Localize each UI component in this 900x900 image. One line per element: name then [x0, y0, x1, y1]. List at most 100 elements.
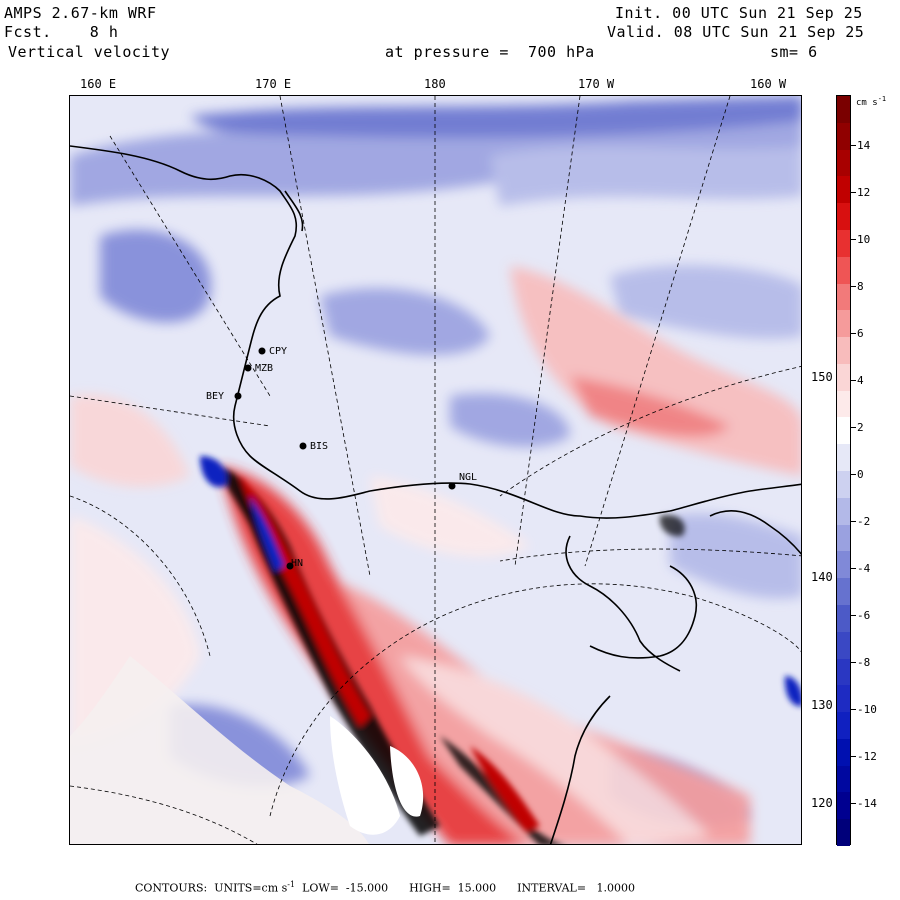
map-panel: CPY MZB BEY BIS NGL HN	[69, 95, 802, 845]
station-marker-ngl	[448, 482, 456, 490]
smoothing-value: sm= 6	[770, 43, 818, 61]
colorbar-tick-mark	[851, 192, 856, 193]
colorbar-tick-mark	[851, 709, 856, 710]
colorbar-band	[837, 203, 850, 231]
colorbar-unit-exp: -1	[877, 95, 887, 103]
station-marker-cpy	[258, 347, 266, 355]
colorbar-tick-label: -8	[857, 656, 871, 669]
colorbar-tick-label: 14	[857, 139, 871, 152]
colorbar-tick-mark	[851, 568, 856, 569]
lon-label-170e: 170 E	[255, 77, 292, 91]
colorbar-tick-label: -14	[857, 797, 877, 810]
colorbar-unit-text: cm s	[856, 98, 878, 108]
colorbar-band	[837, 256, 850, 284]
pressure-level: at pressure = 700 hPa	[385, 43, 595, 61]
colorbar-tick-label: -2	[857, 515, 871, 528]
colorbar-tick-label: 0	[857, 468, 864, 481]
station-marker-bey	[234, 392, 242, 400]
colorbar-tick-mark	[851, 145, 856, 146]
colorbar-band	[837, 390, 850, 418]
colorbar-tick-label: -4	[857, 562, 871, 575]
lon-label-180: 180	[424, 77, 446, 91]
colorbar-tick-mark	[851, 615, 856, 616]
colorbar-tick-mark	[851, 756, 856, 757]
graticule	[70, 96, 801, 844]
valid-time: Valid. 08 UTC Sun 21 Sep 25	[607, 23, 865, 41]
forecast-label: Fcst. 8 h	[4, 23, 118, 41]
stations: CPY MZB BEY BIS NGL HN	[206, 346, 477, 570]
station-bis: BIS	[310, 441, 328, 452]
forecast-label-text: Fcst.	[4, 23, 52, 41]
forecast-hour: 8 h	[89, 23, 119, 41]
colorbar-band	[837, 578, 850, 606]
lon-label-170w: 170 W	[578, 77, 615, 91]
station-ngl: NGL	[459, 472, 477, 483]
colorbar-band	[837, 122, 850, 151]
mountain-cores	[200, 456, 801, 844]
colorbar-band	[837, 283, 850, 311]
colorbar-unit: cm s-1	[856, 95, 886, 108]
field-name: Vertical velocity	[8, 43, 171, 61]
colorbar-tick-mark	[851, 239, 856, 240]
colorbar-tick-mark	[851, 521, 856, 522]
colorbar-band	[837, 792, 850, 820]
map-canvas: CPY MZB BEY BIS NGL HN	[70, 96, 801, 844]
colorbar-band	[837, 685, 850, 713]
colorbar-tick-label: 6	[857, 327, 864, 340]
contour-info: CONTOURS: UNITS=cm s-1 LOW= -15.000 HIGH…	[135, 880, 635, 895]
colorbar-band	[837, 524, 850, 552]
colorbar-tick-mark	[851, 803, 856, 804]
colorbar-band	[837, 819, 850, 847]
colorbar-band	[837, 738, 850, 767]
colorbar-band	[837, 229, 850, 258]
terrain-masked	[70, 656, 424, 844]
colorbar-tick-mark	[851, 286, 856, 287]
station-mzb: MZB	[255, 363, 273, 374]
units-label: UNITS=cm s	[214, 881, 288, 895]
colorbar-tick-label: -12	[857, 750, 877, 763]
colorbar-tick-label: 2	[857, 421, 864, 434]
colorbar-tick-mark	[851, 380, 856, 381]
colorbar-band	[837, 337, 850, 365]
station-hn: HN	[291, 558, 303, 569]
contours-label: CONTOURS:	[135, 881, 208, 895]
high-value: HIGH= 15.000	[409, 881, 497, 895]
station-bey: BEY	[206, 391, 224, 402]
colorbar-tick-mark	[851, 474, 856, 475]
units-exp: -1	[287, 880, 296, 889]
colorbar-band	[837, 176, 850, 204]
interval-value: INTERVAL= 1.0000	[517, 881, 636, 895]
colorbar-tick-label: -10	[857, 703, 877, 716]
colorbar-tick-label: 4	[857, 374, 864, 387]
colorbar-band	[837, 471, 850, 499]
low-value: LOW= -15.000	[302, 881, 389, 895]
negative-bands	[70, 96, 801, 827]
lon-label-160e: 160 E	[80, 77, 117, 91]
colorbar-band	[837, 712, 850, 740]
colorbar-tick-label: 12	[857, 186, 871, 199]
init-time: Init. 00 UTC Sun 21 Sep 25	[615, 4, 863, 22]
colorbar-band	[837, 497, 850, 526]
colorbar-band	[837, 417, 850, 445]
colorbar-band	[837, 765, 850, 793]
station-marker-mzb	[244, 364, 252, 372]
station-marker-bis	[299, 442, 307, 450]
station-marker-hn	[286, 562, 294, 570]
colorbar-tick-mark	[851, 662, 856, 663]
station-cpy: CPY	[269, 346, 287, 357]
colorbar-band	[837, 604, 850, 633]
colorbar	[836, 95, 851, 847]
colorbar-tick-mark	[851, 427, 856, 428]
colorbar-band	[837, 551, 850, 579]
colorbar-tick-label: 8	[857, 280, 864, 293]
colorbar-band	[837, 96, 850, 124]
colorbar-band	[837, 310, 850, 338]
colorbar-band	[837, 444, 850, 472]
colorbar-band	[837, 149, 850, 177]
colorbar-band	[837, 631, 850, 659]
colorbar-tick-label: -6	[857, 609, 871, 622]
lon-label-160w: 160 W	[750, 77, 787, 91]
colorbar-band	[837, 363, 850, 392]
colorbar-tick-mark	[851, 333, 856, 334]
colorbar-tick-label: 10	[857, 233, 871, 246]
